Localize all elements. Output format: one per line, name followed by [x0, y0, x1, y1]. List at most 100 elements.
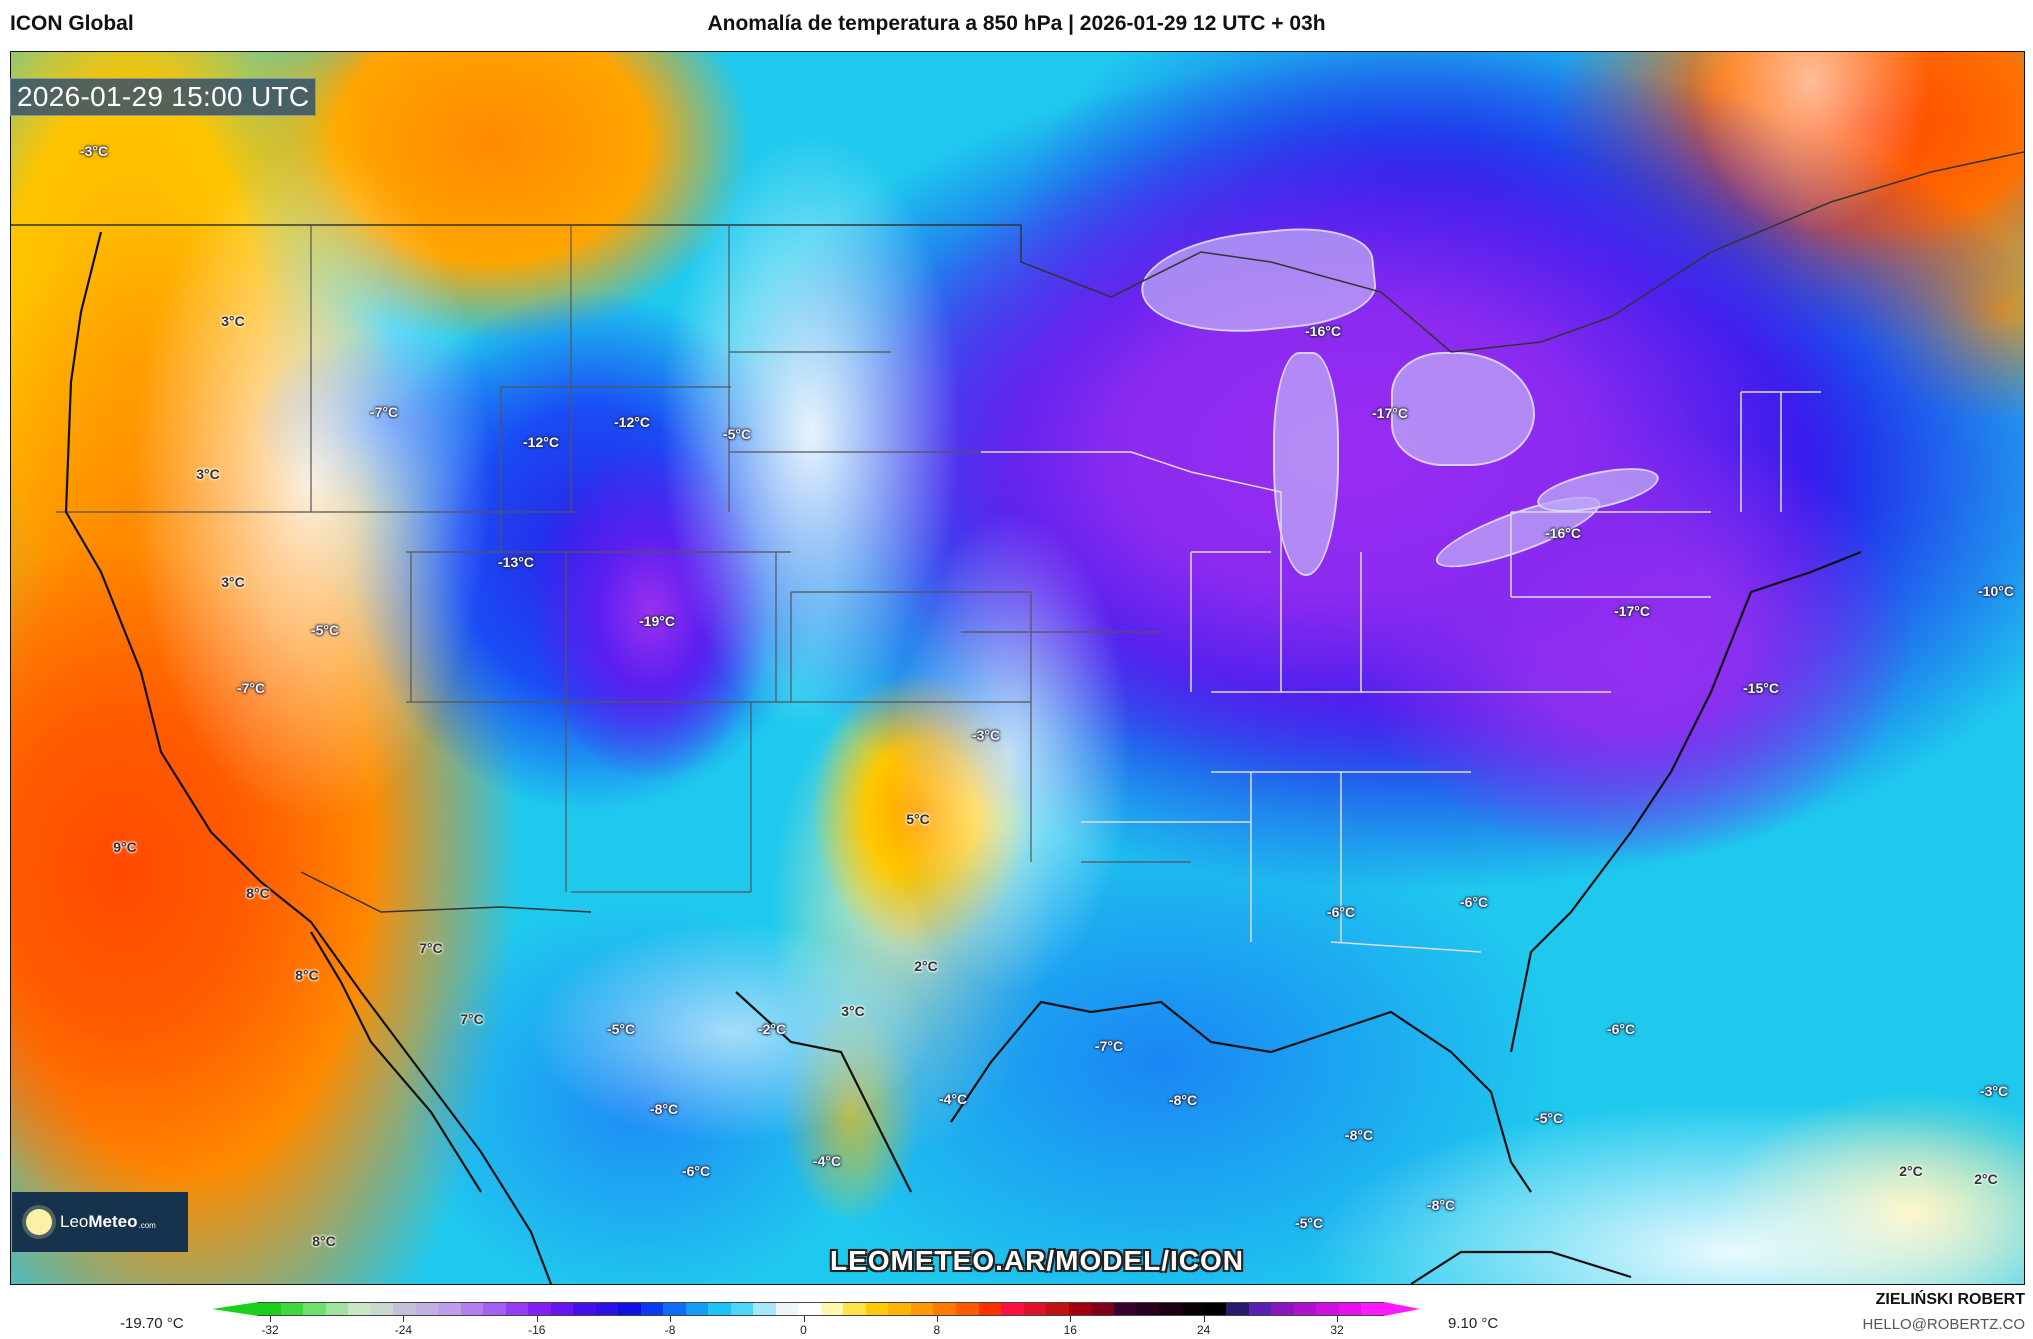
- temperature-label: -16°C: [1545, 525, 1581, 541]
- colorbar-segment: [573, 1303, 596, 1315]
- colorbar-segment: [955, 1303, 979, 1315]
- valid-time-badge: 2026-01-29 15:00 UTC: [10, 78, 317, 116]
- author-email[interactable]: HELLO@ROBERTZ.CO: [1862, 1316, 2025, 1333]
- colorbar-tick-label: 8: [933, 1323, 941, 1337]
- colorbar-segment: [1158, 1303, 1182, 1315]
- colorbar-segment: [865, 1303, 889, 1315]
- colorbar-segment: [505, 1303, 529, 1315]
- colorbar: [258, 1302, 1384, 1316]
- colorbar-segment: [393, 1303, 416, 1315]
- temperature-label: 3°C: [841, 1003, 865, 1019]
- colorbar-tick: [1337, 1316, 1338, 1322]
- colorbar-segment: [1113, 1303, 1137, 1315]
- colorbar-segment: [708, 1303, 731, 1315]
- temperature-label: 8°C: [295, 967, 319, 983]
- temperature-label: -3°C: [1979, 1083, 2009, 1099]
- colorbar-tick-label: -32: [261, 1323, 279, 1337]
- colorbar-segment: [528, 1303, 551, 1315]
- colorbar-segment: [888, 1303, 911, 1315]
- colorbar-segment: [1136, 1303, 1159, 1315]
- temperature-label: 8°C: [312, 1233, 336, 1249]
- colorbar-tick: [670, 1316, 672, 1322]
- colorbar-segment: [280, 1303, 304, 1315]
- temperature-label: -6°C: [1606, 1021, 1636, 1037]
- colorbar-segment: [1293, 1303, 1317, 1315]
- temperature-label: -8°C: [649, 1101, 679, 1117]
- temperature-label: 3°C: [196, 466, 220, 482]
- colorbar-segment: [753, 1303, 776, 1315]
- colorbar-segment: [640, 1303, 664, 1315]
- colorbar-segment: [325, 1303, 349, 1315]
- temperature-label: -7°C: [236, 680, 266, 696]
- temperature-label: 8°C: [246, 885, 270, 901]
- temperature-label: -4°C: [938, 1091, 968, 1107]
- temperature-label: 2°C: [1899, 1163, 1923, 1179]
- colorbar-segment: [595, 1303, 619, 1315]
- colorbar-tick: [270, 1316, 271, 1322]
- colorbar-segment: [1001, 1303, 1024, 1315]
- temperature-anomaly-map: -3°C 3°C -7°C 3°C -12°C -12°C -5°C 3°C -13°C -19°…: [10, 51, 2025, 1285]
- colorbar-segment: [483, 1303, 506, 1315]
- leometeo-logo[interactable]: Leo Meteo .com: [12, 1192, 188, 1252]
- colorbar-segment: [1361, 1303, 1384, 1315]
- temperature-label: -5°C: [310, 622, 340, 638]
- author-credit: ZIELIŃSKI ROBERT: [1875, 1291, 2025, 1308]
- colorbar-segment: [1226, 1303, 1249, 1315]
- colorbar-tick-label: 24: [1196, 1323, 1211, 1337]
- temperature-label: -4°C: [812, 1153, 842, 1169]
- colorbar-segment: [415, 1303, 439, 1315]
- temperature-label: -15°C: [1743, 680, 1779, 696]
- colorbar-segment: [1338, 1303, 1362, 1315]
- colorbar-segment: [1046, 1303, 1069, 1315]
- colorbar-segment: [370, 1303, 394, 1315]
- colorbar-segment: [820, 1303, 844, 1315]
- colorbar-segment: [1203, 1303, 1227, 1315]
- colorbar-max-value: 9.10 °C: [1448, 1315, 1499, 1332]
- colorbar-segment: [1181, 1303, 1204, 1315]
- colorbar-segment: [663, 1303, 686, 1315]
- colorbar-segment: [978, 1303, 1002, 1315]
- colorbar-segment: [730, 1303, 754, 1315]
- temperature-label: -2°C: [757, 1021, 787, 1037]
- colorbar-tick-label: 16: [1063, 1323, 1077, 1337]
- temperature-label: 7°C: [460, 1011, 484, 1027]
- temperature-label: 7°C: [419, 940, 443, 956]
- logo-text-domain: .com: [138, 1220, 156, 1230]
- temperature-label: -5°C: [1534, 1110, 1564, 1126]
- logo-text-leo: Leo: [60, 1212, 89, 1231]
- colorbar-segment: [843, 1303, 866, 1315]
- colorbar-arrow-left: [212, 1302, 258, 1316]
- temperature-label: -13°C: [498, 554, 534, 570]
- temperature-label: 3°C: [221, 313, 245, 329]
- temperature-label: -6°C: [681, 1163, 711, 1179]
- logo-text-meteo: Meteo: [88, 1212, 138, 1231]
- temperature-label: -19°C: [639, 613, 675, 629]
- temperature-label: -5°C: [1294, 1215, 1324, 1231]
- colorbar-segment: [775, 1303, 799, 1315]
- temperature-label: -7°C: [369, 404, 399, 420]
- colorbar-segment: [798, 1303, 821, 1315]
- colorbar-segment: [933, 1303, 956, 1315]
- temperature-label: 9°C: [113, 839, 137, 855]
- temperature-label: -16°C: [1305, 323, 1341, 339]
- colorbar-tick: [1070, 1316, 1072, 1322]
- colorbar-segment: [1271, 1303, 1294, 1315]
- lake-huron: [1391, 352, 1535, 466]
- temperature-label: -8°C: [1426, 1197, 1456, 1213]
- colorbar-segment: [438, 1303, 461, 1315]
- colorbar-segment: [1023, 1303, 1047, 1315]
- temperature-label: -17°C: [1614, 603, 1650, 619]
- temperature-label: -5°C: [722, 426, 752, 442]
- temperature-label: -12°C: [523, 434, 559, 450]
- colorbar-tick-label: -8: [664, 1323, 676, 1337]
- temperature-label: 2°C: [914, 958, 938, 974]
- colorbar-tick: [1203, 1316, 1205, 1322]
- temperature-label: 5°C: [906, 811, 930, 827]
- temperature-label: -6°C: [1459, 894, 1489, 910]
- boundary-lines: [11, 151, 2024, 1284]
- colorbar-segment: [460, 1303, 484, 1315]
- colorbar-segment: [1068, 1303, 1092, 1315]
- temperature-label: -8°C: [1168, 1092, 1198, 1108]
- colorbar-segment: [1248, 1303, 1272, 1315]
- colorbar-min-value: -19.70 °C: [120, 1315, 184, 1332]
